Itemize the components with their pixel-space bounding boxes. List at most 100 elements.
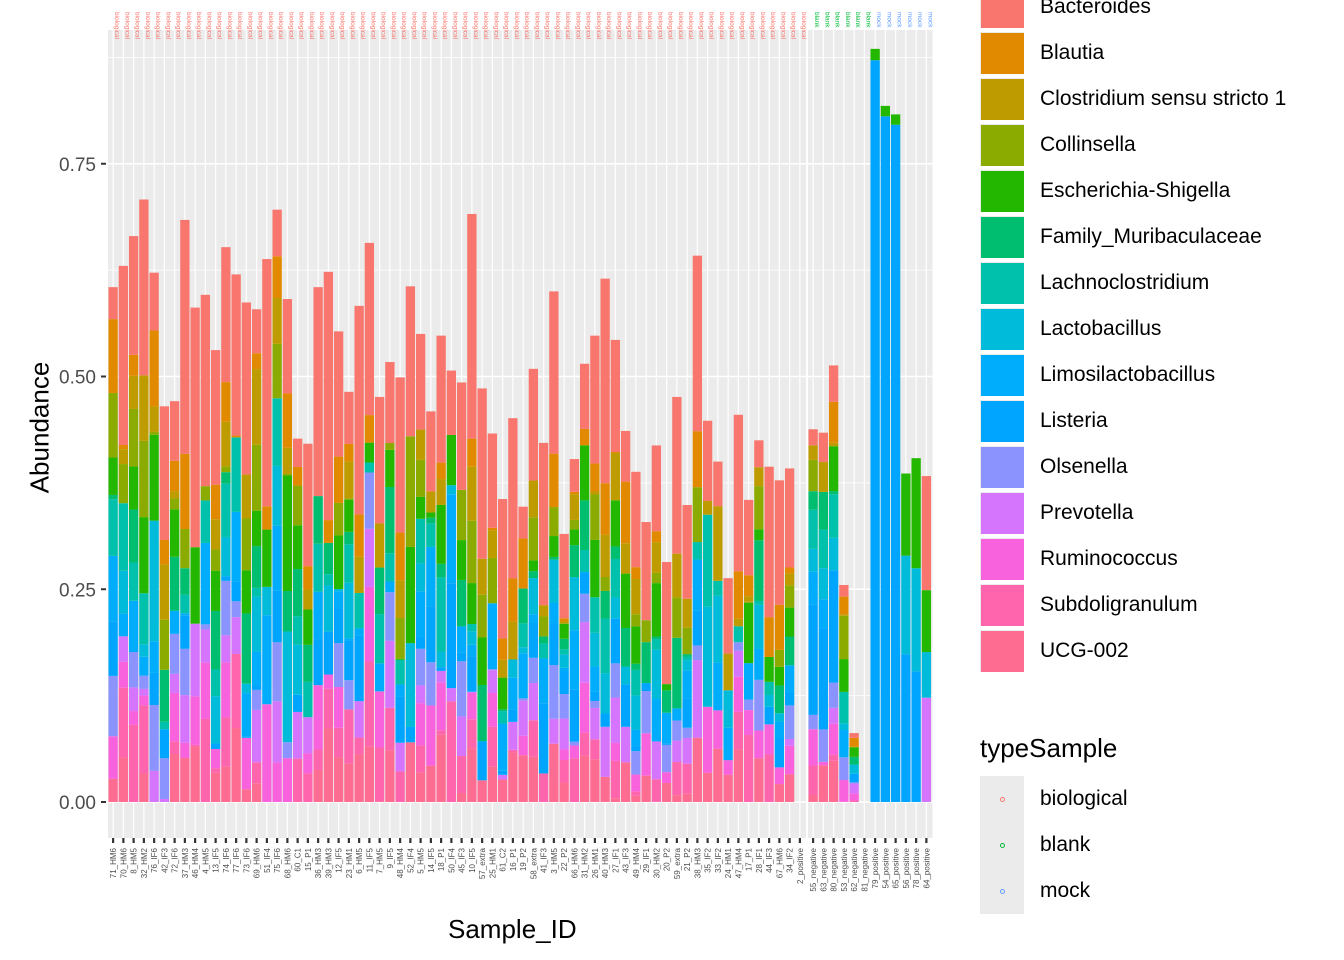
bar-segment-bacteroides bbox=[651, 445, 662, 532]
legend-point-icon bbox=[999, 842, 1005, 848]
legend-key bbox=[980, 492, 1024, 534]
bar-segment-clostridium-sensu-stricto-1 bbox=[818, 461, 829, 492]
bar-segment-ruminococcus bbox=[559, 749, 569, 761]
bar-segment-lactobacillus bbox=[251, 596, 262, 652]
bar-segment-olsenella bbox=[631, 751, 641, 775]
x-tick-label: 28_IF1 bbox=[755, 847, 764, 872]
bar-segment-limosilactobacillus bbox=[426, 546, 436, 607]
bar-segment-limosilactobacillus bbox=[180, 613, 190, 616]
bar-segment-subdoligranulum bbox=[579, 732, 590, 756]
bar-segment-listeria bbox=[849, 773, 859, 783]
bar-segment-prevotella bbox=[149, 770, 159, 802]
bar-segment-limosilactobacillus bbox=[108, 555, 118, 622]
bar-segment-lactobacillus bbox=[651, 649, 662, 700]
x-tick-label: 75_IF6 bbox=[273, 847, 282, 872]
x-tick-label: 3_HM5 bbox=[550, 847, 559, 873]
bar-segment-olsenella bbox=[743, 699, 754, 711]
legend-label: biological bbox=[1040, 787, 1128, 810]
facet-strip-label: biological bbox=[564, 12, 571, 40]
legend-item: Listeria bbox=[980, 398, 1286, 444]
bar-segment-ucg-002 bbox=[354, 754, 364, 802]
bar-segment-listeria bbox=[344, 640, 354, 681]
legend-key bbox=[980, 630, 1024, 672]
legend-item: Lachnoclostridium bbox=[980, 260, 1286, 306]
type-sample-legend-item: mock bbox=[980, 868, 1128, 914]
x-tick-label: 10_IF5 bbox=[468, 847, 477, 872]
bar-segment-ucg-002 bbox=[456, 792, 467, 802]
bar-segment-escherichia-shigella bbox=[128, 466, 139, 510]
x-tick-label: 52_IF4 bbox=[406, 847, 415, 872]
x-tick-label: 50_IF4 bbox=[447, 847, 456, 872]
bar-segment-limosilactobacillus bbox=[839, 730, 849, 758]
bar-segment-lachnoclostridium bbox=[385, 553, 395, 582]
bar-segment-lachnoclostridium bbox=[313, 543, 323, 592]
bar-segment-prevotella bbox=[784, 738, 795, 746]
legend-key bbox=[980, 354, 1024, 396]
facet-strip-label: biological bbox=[328, 12, 335, 40]
legend-swatch bbox=[980, 354, 1024, 396]
bar-segment-bacteroides bbox=[364, 242, 375, 416]
legend-key bbox=[980, 776, 1024, 822]
bar-segment-lactobacillus bbox=[713, 595, 723, 663]
bar-segment-listeria bbox=[559, 671, 569, 695]
bar-segment-collinsella bbox=[692, 487, 703, 543]
bar-segment-limosilactobacillus bbox=[415, 591, 426, 637]
bar-segment-bacteroides bbox=[354, 305, 364, 515]
bar-segment-collinsella bbox=[159, 619, 170, 670]
bar-segment-lachnoclostridium bbox=[538, 643, 549, 659]
bar-segment-family-muribaculaceae bbox=[828, 491, 839, 495]
bar-segment-blautia bbox=[518, 538, 528, 589]
bar-segment-limosilactobacillus bbox=[508, 677, 518, 710]
bar-segment-bacteroides bbox=[169, 401, 180, 461]
bar-segment-ucg-002 bbox=[241, 789, 252, 802]
legend-key bbox=[980, 170, 1024, 212]
legend-item: Ruminococcus bbox=[980, 536, 1286, 582]
bar-segment-blautia bbox=[108, 319, 118, 393]
bar-segment-bacteroides bbox=[518, 506, 528, 539]
facet-strip-label: biological bbox=[195, 12, 202, 40]
facet-strip-label: biological bbox=[677, 12, 684, 40]
bar-segment-listeria bbox=[784, 692, 795, 706]
bar-segment-blautia bbox=[631, 567, 641, 579]
y-tick-label: 0.25 bbox=[59, 580, 96, 601]
bar-segment-prevotella bbox=[200, 629, 211, 663]
bar-segment-bacteroides bbox=[118, 265, 129, 445]
bar-segment-ucg-002 bbox=[487, 766, 498, 802]
x-tick-label: 40_HM3 bbox=[601, 847, 610, 878]
bar-segment-listeria bbox=[631, 746, 641, 752]
legend-swatch bbox=[980, 538, 1024, 580]
bar-segment-collinsella bbox=[333, 502, 344, 536]
bar-segment-ucg-002 bbox=[723, 774, 733, 802]
x-tick-label: 48_HM4 bbox=[396, 847, 405, 878]
bar-segment-family-muribaculaceae bbox=[774, 685, 785, 714]
x-tick-label: 41_IF3 bbox=[540, 847, 549, 872]
facet-strip-label: biological bbox=[175, 12, 182, 40]
bar-segment-ruminococcus bbox=[733, 676, 744, 712]
bar-segment-limosilactobacillus bbox=[569, 630, 580, 690]
bar-segment-family-muribaculaceae bbox=[631, 663, 641, 670]
bar-segment-blautia bbox=[692, 431, 703, 488]
bar-segment-clostridium-sensu-stricto-1 bbox=[631, 578, 641, 615]
bar-segment-family-muribaculaceae bbox=[313, 496, 323, 544]
bar-segment-clostridium-sensu-stricto-1 bbox=[569, 494, 580, 520]
bar-segment-escherichia-shigella bbox=[333, 535, 344, 589]
bar-segment-prevotella bbox=[456, 716, 467, 757]
bar-segment-escherichia-shigella bbox=[610, 500, 621, 547]
facet-strip-label: biological bbox=[585, 12, 592, 40]
bar-segment-blautia bbox=[395, 532, 405, 581]
bar-segment-prevotella bbox=[436, 670, 446, 683]
bar-segment-lachnoclostridium bbox=[828, 494, 839, 538]
bar-segment-escherichia-shigella bbox=[456, 540, 467, 580]
bar-segment-listeria bbox=[354, 635, 364, 702]
facet-strip-label: biological bbox=[359, 12, 366, 40]
bar-segment-clostridium-sensu-stricto-1 bbox=[374, 523, 385, 568]
bar-segment-blautia bbox=[364, 415, 375, 443]
bar-segment-subdoligranulum bbox=[313, 749, 323, 770]
x-tick-label: 32_HM2 bbox=[140, 847, 149, 878]
bar-segment-prevotella bbox=[364, 528, 375, 587]
facet-strip-label: biological bbox=[308, 12, 315, 40]
bar-segment-prevotella bbox=[590, 707, 600, 740]
bar-segment-olsenella bbox=[251, 689, 262, 710]
bar-segment-clostridium-sensu-stricto-1 bbox=[610, 453, 621, 501]
x-tick-label: 12_IF5 bbox=[335, 847, 344, 872]
